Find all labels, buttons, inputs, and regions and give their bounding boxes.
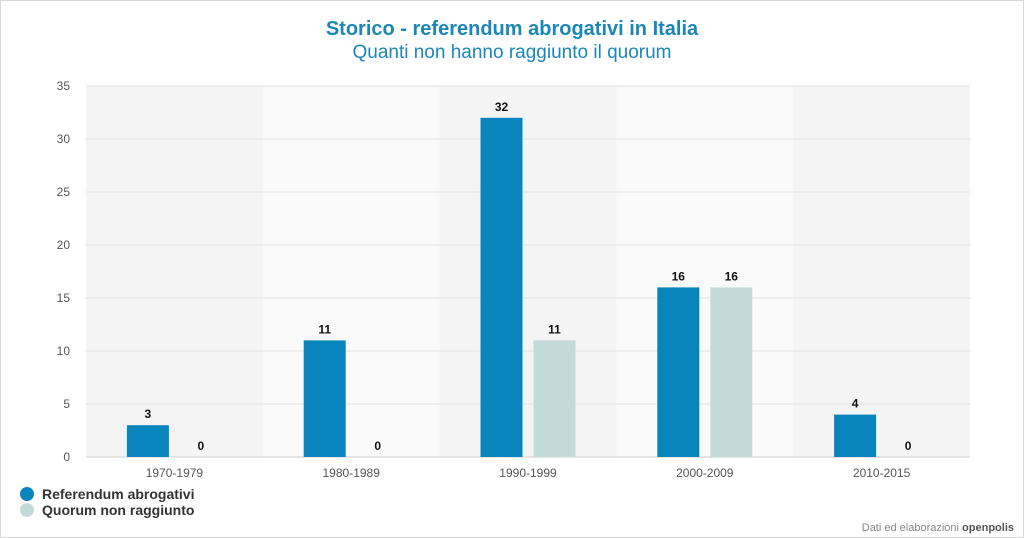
bar (834, 414, 877, 457)
y-tick-label: 30 (57, 132, 71, 146)
data-label: 11 (318, 322, 331, 336)
plot-band (616, 86, 794, 457)
y-tick-label: 5 (63, 397, 70, 411)
x-tick-label: 1990-1999 (499, 466, 557, 480)
plot-band (86, 86, 263, 457)
y-tick-label: 15 (57, 291, 71, 305)
data-label: 4 (852, 397, 859, 411)
bar (533, 340, 576, 457)
y-tick-label: 20 (57, 238, 71, 252)
x-tick-label: 2000-2009 (676, 466, 734, 480)
data-label: 0 (198, 439, 205, 453)
x-tick-label: 2010-2015 (853, 466, 911, 480)
source-credit: Dati ed elaborazioni openpolis (862, 522, 1014, 534)
plot-band (793, 86, 970, 457)
y-tick-label: 25 (57, 185, 71, 199)
legend-label: Referendum abrogativi (42, 486, 195, 502)
bar (303, 340, 346, 457)
data-label: 16 (725, 269, 739, 283)
bar (657, 287, 700, 457)
legend-label: Quorum non raggiunto (42, 502, 195, 518)
y-tick-label: 0 (63, 450, 70, 464)
x-tick-label: 1970-1979 (146, 466, 204, 480)
y-tick-label: 10 (57, 344, 71, 358)
bar (126, 425, 169, 457)
data-label: 11 (548, 322, 561, 336)
x-tick-label: 1980-1989 (323, 466, 381, 480)
bar (480, 117, 523, 458)
credit-brand: openpolis (962, 522, 1014, 534)
credit-text: Dati ed elaborazioni (861, 522, 959, 534)
data-label: 0 (905, 439, 912, 453)
data-label: 32 (495, 100, 509, 114)
plot-band (439, 86, 617, 457)
y-tick-label: 35 (57, 79, 71, 93)
legend: Referendum abrogativi Quorum non raggiun… (20, 486, 194, 518)
legend-marker-icon (20, 503, 34, 517)
data-label: 3 (145, 407, 152, 421)
data-label: 0 (374, 439, 381, 453)
chart-title: Storico - referendum abrogativi in Itali… (325, 18, 699, 40)
legend-item-quorum[interactable]: Quorum non raggiunto (20, 502, 194, 518)
bar (710, 287, 753, 457)
plot-band (262, 86, 440, 457)
legend-item-referendum[interactable]: Referendum abrogativi (20, 486, 194, 502)
legend-marker-icon (20, 487, 34, 501)
chart-subtitle: Quanti non hanno raggiunto il quorum (352, 42, 672, 63)
data-label: 16 (672, 269, 686, 283)
